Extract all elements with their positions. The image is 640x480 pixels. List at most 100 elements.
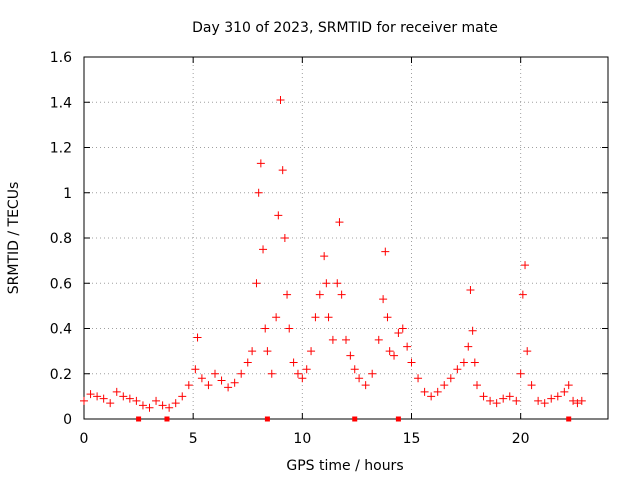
data-point	[298, 374, 307, 383]
data-point	[512, 396, 521, 405]
data-point	[93, 392, 102, 401]
data-point	[191, 365, 200, 374]
axis-marker	[264, 416, 270, 422]
data-point	[468, 326, 477, 335]
data-point	[263, 347, 272, 356]
data-point	[398, 324, 407, 333]
y-tick-label: 1.2	[50, 141, 72, 157]
data-point	[374, 335, 383, 344]
data-point	[293, 369, 302, 378]
data-point	[259, 245, 268, 254]
data-point	[453, 365, 462, 374]
data-point	[337, 290, 346, 299]
data-point	[283, 290, 292, 299]
data-point	[285, 324, 294, 333]
axes: 0 0.2 0.4 0.6 0.8 1 1.2 1.4 1.6 0 5 10 15 20	[50, 50, 609, 447]
x-axis-label: GPS time / hours	[286, 458, 403, 474]
data-point	[560, 387, 569, 396]
data-point	[383, 313, 392, 322]
chart-title: Day 310 of 2023, SRMTID for receiver mat…	[192, 20, 498, 36]
data-point	[346, 351, 355, 360]
data-point	[381, 247, 390, 256]
data-point	[547, 394, 556, 403]
data-point	[125, 394, 134, 403]
data-point	[516, 369, 525, 378]
data-point	[553, 392, 562, 401]
axis-marker	[566, 416, 572, 422]
axis-marker	[395, 416, 401, 422]
data-point	[276, 95, 285, 104]
axis-marker	[136, 416, 142, 422]
data-point	[361, 381, 370, 390]
data-point	[254, 188, 263, 197]
data-point	[138, 401, 147, 410]
data-point	[230, 378, 239, 387]
data-point	[178, 392, 187, 401]
data-point	[420, 387, 429, 396]
data-point	[433, 387, 442, 396]
plot-frame	[83, 56, 609, 420]
data-point	[165, 403, 174, 412]
data-point	[302, 365, 311, 374]
data-point	[394, 329, 403, 338]
data-points	[80, 95, 586, 422]
data-point	[278, 166, 287, 175]
data-point	[427, 392, 436, 401]
data-point	[171, 399, 180, 408]
data-point	[355, 374, 364, 383]
x-tick-label: 20	[512, 431, 530, 447]
data-point	[320, 252, 329, 261]
data-point	[470, 358, 479, 367]
data-point	[132, 396, 141, 405]
data-point	[328, 335, 337, 344]
x-tick-label: 0	[80, 431, 89, 447]
y-tick-label: 1	[63, 186, 72, 202]
data-point	[527, 381, 536, 390]
data-point	[540, 399, 549, 408]
data-point	[267, 369, 276, 378]
data-point	[499, 394, 508, 403]
data-point	[158, 401, 167, 410]
data-point	[466, 286, 475, 295]
data-point	[307, 347, 316, 356]
data-point	[333, 279, 342, 288]
data-point	[322, 279, 331, 288]
data-point	[86, 390, 95, 399]
data-point	[390, 351, 399, 360]
data-point	[464, 342, 473, 351]
y-tick-label: 0.4	[50, 322, 72, 338]
data-point	[505, 392, 514, 401]
data-point	[112, 387, 121, 396]
data-point	[252, 279, 261, 288]
data-point	[237, 369, 246, 378]
data-point	[486, 396, 495, 405]
data-point	[564, 381, 573, 390]
data-point	[342, 335, 350, 344]
data-point	[80, 396, 88, 405]
data-point	[289, 358, 298, 367]
x-tick-label: 5	[189, 431, 198, 447]
data-point	[523, 347, 532, 356]
x-tick-label: 10	[293, 431, 311, 447]
data-point	[534, 396, 543, 405]
data-point	[414, 374, 423, 383]
data-point	[324, 313, 333, 322]
data-point	[248, 347, 257, 356]
data-point	[99, 394, 108, 403]
data-point	[385, 347, 394, 356]
data-point	[459, 358, 468, 367]
data-point	[479, 392, 488, 401]
axis-marker	[164, 416, 170, 422]
y-axis-label: SRMTID / TECUs	[6, 182, 22, 295]
data-point	[521, 261, 530, 270]
y-tick-label: 1.4	[50, 95, 72, 111]
y-tick-label: 0	[63, 412, 72, 428]
data-point	[577, 396, 586, 405]
x-tick-label: 15	[403, 431, 421, 447]
grid	[84, 57, 608, 419]
data-point	[106, 399, 115, 408]
y-tick-label: 0.2	[50, 367, 72, 383]
data-point	[217, 376, 226, 385]
data-point	[145, 403, 154, 412]
